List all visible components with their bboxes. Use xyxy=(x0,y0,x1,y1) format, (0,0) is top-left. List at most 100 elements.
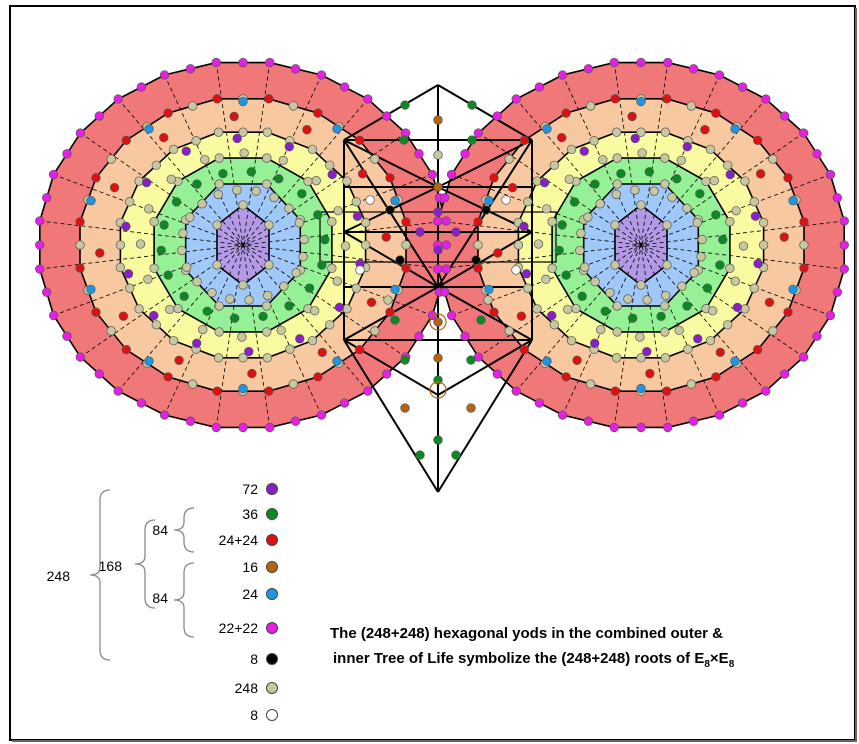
legend-dot-brown xyxy=(266,561,278,573)
left-edge-yod xyxy=(94,111,104,121)
right-interior-yod xyxy=(695,189,705,199)
right-edge-yod xyxy=(460,331,470,341)
left-interior-yod xyxy=(192,277,202,287)
left-vertex-yod xyxy=(75,217,85,227)
right-vertex-yod xyxy=(511,386,521,396)
tree-yod xyxy=(383,295,393,305)
left-vertex-yod xyxy=(213,127,224,137)
right-edge-yod xyxy=(440,287,450,297)
right-interior-yod xyxy=(702,283,713,293)
left-vertex-yod xyxy=(212,260,222,270)
left-vertex-yod xyxy=(262,179,272,189)
right-interior-yod xyxy=(753,258,763,269)
right-vertex-yod xyxy=(433,216,443,226)
tree-yod xyxy=(433,115,443,125)
left-interior-yod xyxy=(327,169,337,180)
tree-yod xyxy=(433,207,443,217)
left-vertex-yod xyxy=(360,217,371,228)
left-interior-yod xyxy=(230,313,240,323)
tree-yod xyxy=(390,315,400,325)
left-vertex-yod xyxy=(163,372,173,382)
left-vertex-yod xyxy=(385,307,395,317)
left-vertex-yod xyxy=(149,217,159,227)
left-vertex-yod xyxy=(307,144,318,155)
right-interior-yod xyxy=(637,148,647,158)
left-vertex-yod xyxy=(159,70,170,80)
right-edge-yod xyxy=(737,82,748,92)
right-interior-yod xyxy=(595,199,605,209)
left-edge-yod xyxy=(325,320,335,330)
right-vertex-yod xyxy=(446,310,457,321)
right-vertex-yod xyxy=(660,353,671,363)
left-edge-yod xyxy=(238,353,248,363)
right-edge-yod xyxy=(799,240,809,250)
right-interior-yod xyxy=(661,290,671,301)
left-interior-yod xyxy=(238,383,248,394)
left-vertex-yod xyxy=(355,345,365,355)
right-edge-yod xyxy=(492,111,502,121)
right-interior-yod xyxy=(563,304,573,314)
left-interior-yod xyxy=(298,252,308,262)
right-vertex-yod xyxy=(636,280,646,290)
left-edge-yod xyxy=(414,331,424,341)
right-spoke xyxy=(437,244,642,270)
left-interior-yod xyxy=(86,284,96,295)
brace-label-168: 168 xyxy=(99,558,123,574)
left-interior-yod xyxy=(197,199,207,209)
right-interior-yod xyxy=(672,174,682,184)
left-edge-yod xyxy=(62,149,72,159)
left-vertex-yod xyxy=(214,301,224,311)
right-interior-yod xyxy=(547,310,557,321)
right-edge-yod xyxy=(737,398,748,408)
yod-dots xyxy=(35,57,849,460)
right-edge-yod xyxy=(688,64,699,74)
left-edge-yod xyxy=(185,416,196,426)
right-interior-yod xyxy=(598,154,608,165)
left-edge-yod xyxy=(382,369,392,379)
left-vertex-yod xyxy=(75,352,86,362)
left-vertex-yod xyxy=(441,216,451,226)
left-interior-yod xyxy=(352,211,363,221)
tree-yod xyxy=(481,205,491,215)
left-vertex-yod xyxy=(163,108,173,118)
tree-path xyxy=(437,286,533,341)
left-interior-yod xyxy=(311,176,321,186)
left-edge-yod xyxy=(151,160,161,170)
left-interior-yod xyxy=(284,301,294,311)
left-vertex-yod xyxy=(342,304,352,314)
right-vertex-yod xyxy=(557,70,568,80)
left-vertex-yod xyxy=(327,217,337,227)
tree-yod xyxy=(511,265,521,275)
right-edge-yod xyxy=(688,416,699,426)
legend-label-5: 22+22 xyxy=(219,620,259,636)
right-vertex-yod xyxy=(660,179,670,189)
right-spoke xyxy=(640,244,669,428)
left-vertex-yod xyxy=(363,94,373,104)
right-spoke xyxy=(613,244,642,428)
right-interior-yod xyxy=(507,182,518,193)
left-edge-yod xyxy=(238,57,248,68)
left-interior-yod xyxy=(156,245,166,255)
right-edge-yod xyxy=(492,369,502,379)
left-interior-yod xyxy=(218,168,228,179)
left-vertex-yod xyxy=(316,410,327,420)
left-edge-yod xyxy=(151,320,161,330)
left-vertex-yod xyxy=(75,128,86,138)
left-interior-yod xyxy=(258,311,268,322)
tree-path xyxy=(343,139,439,188)
right-vertex-yod xyxy=(446,169,457,180)
left-interior-yod xyxy=(304,283,315,293)
right-interior-yod xyxy=(630,133,640,144)
right-spoke xyxy=(437,220,642,246)
right-vertex-yod xyxy=(610,386,620,396)
left-interior-yod xyxy=(159,132,169,143)
left-interior-yod xyxy=(177,245,187,256)
left-interior-yod xyxy=(143,274,153,284)
tree-yod xyxy=(365,195,375,205)
left-interior-yod xyxy=(381,232,391,242)
left-edge-yod xyxy=(370,326,380,336)
right-vertex-yod xyxy=(610,260,620,270)
left-edge-yod xyxy=(339,398,350,408)
left-interior-yod xyxy=(310,306,320,316)
left-interior-yod xyxy=(340,241,351,251)
